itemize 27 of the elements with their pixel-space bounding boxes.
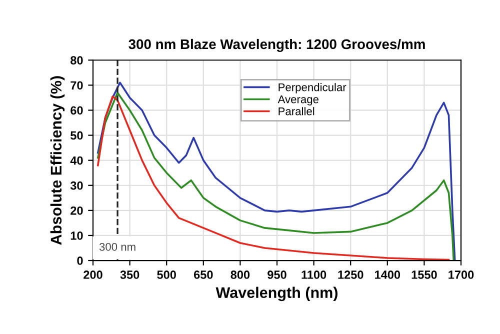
ref-line-label: 300 nm <box>99 242 136 251</box>
x-tick-label: 1100 <box>302 270 326 279</box>
y-tick-label: 80 <box>70 56 83 65</box>
y-tick-label: 70 <box>70 81 83 90</box>
y-tick-label: 0 <box>77 256 83 265</box>
y-axis-title: Absolute Efficiency (%) <box>50 76 65 245</box>
y-tick-label: 60 <box>70 106 83 115</box>
x-axis-title: Wavelength (nm) <box>216 286 338 302</box>
y-tick-label: 20 <box>70 206 83 215</box>
x-tick-label: 800 <box>230 270 250 279</box>
x-tick-label: 950 <box>268 270 286 279</box>
legend-label: Parallel <box>278 107 314 116</box>
x-tick-label: 350 <box>120 270 140 279</box>
y-tick-label: 40 <box>70 156 83 165</box>
x-tick-label: 1400 <box>375 270 400 279</box>
x-tick-label: 1550 <box>412 270 437 279</box>
x-tick-label: 1250 <box>338 270 364 279</box>
legend-label: Average <box>278 95 318 106</box>
y-tick-label: 50 <box>70 131 83 140</box>
legend-label: Perpendicular <box>278 83 346 94</box>
chart-title: 300 nm Blaze Wavelength: 1200 Grooves/mm <box>128 38 425 52</box>
x-tick-label: 500 <box>157 270 176 279</box>
y-tick-label: 30 <box>70 181 83 190</box>
x-tick-label: 200 <box>84 270 102 279</box>
x-tick-label: 650 <box>194 270 213 279</box>
x-tick-label: 1700 <box>448 270 474 279</box>
y-tick-label: 10 <box>70 232 83 240</box>
